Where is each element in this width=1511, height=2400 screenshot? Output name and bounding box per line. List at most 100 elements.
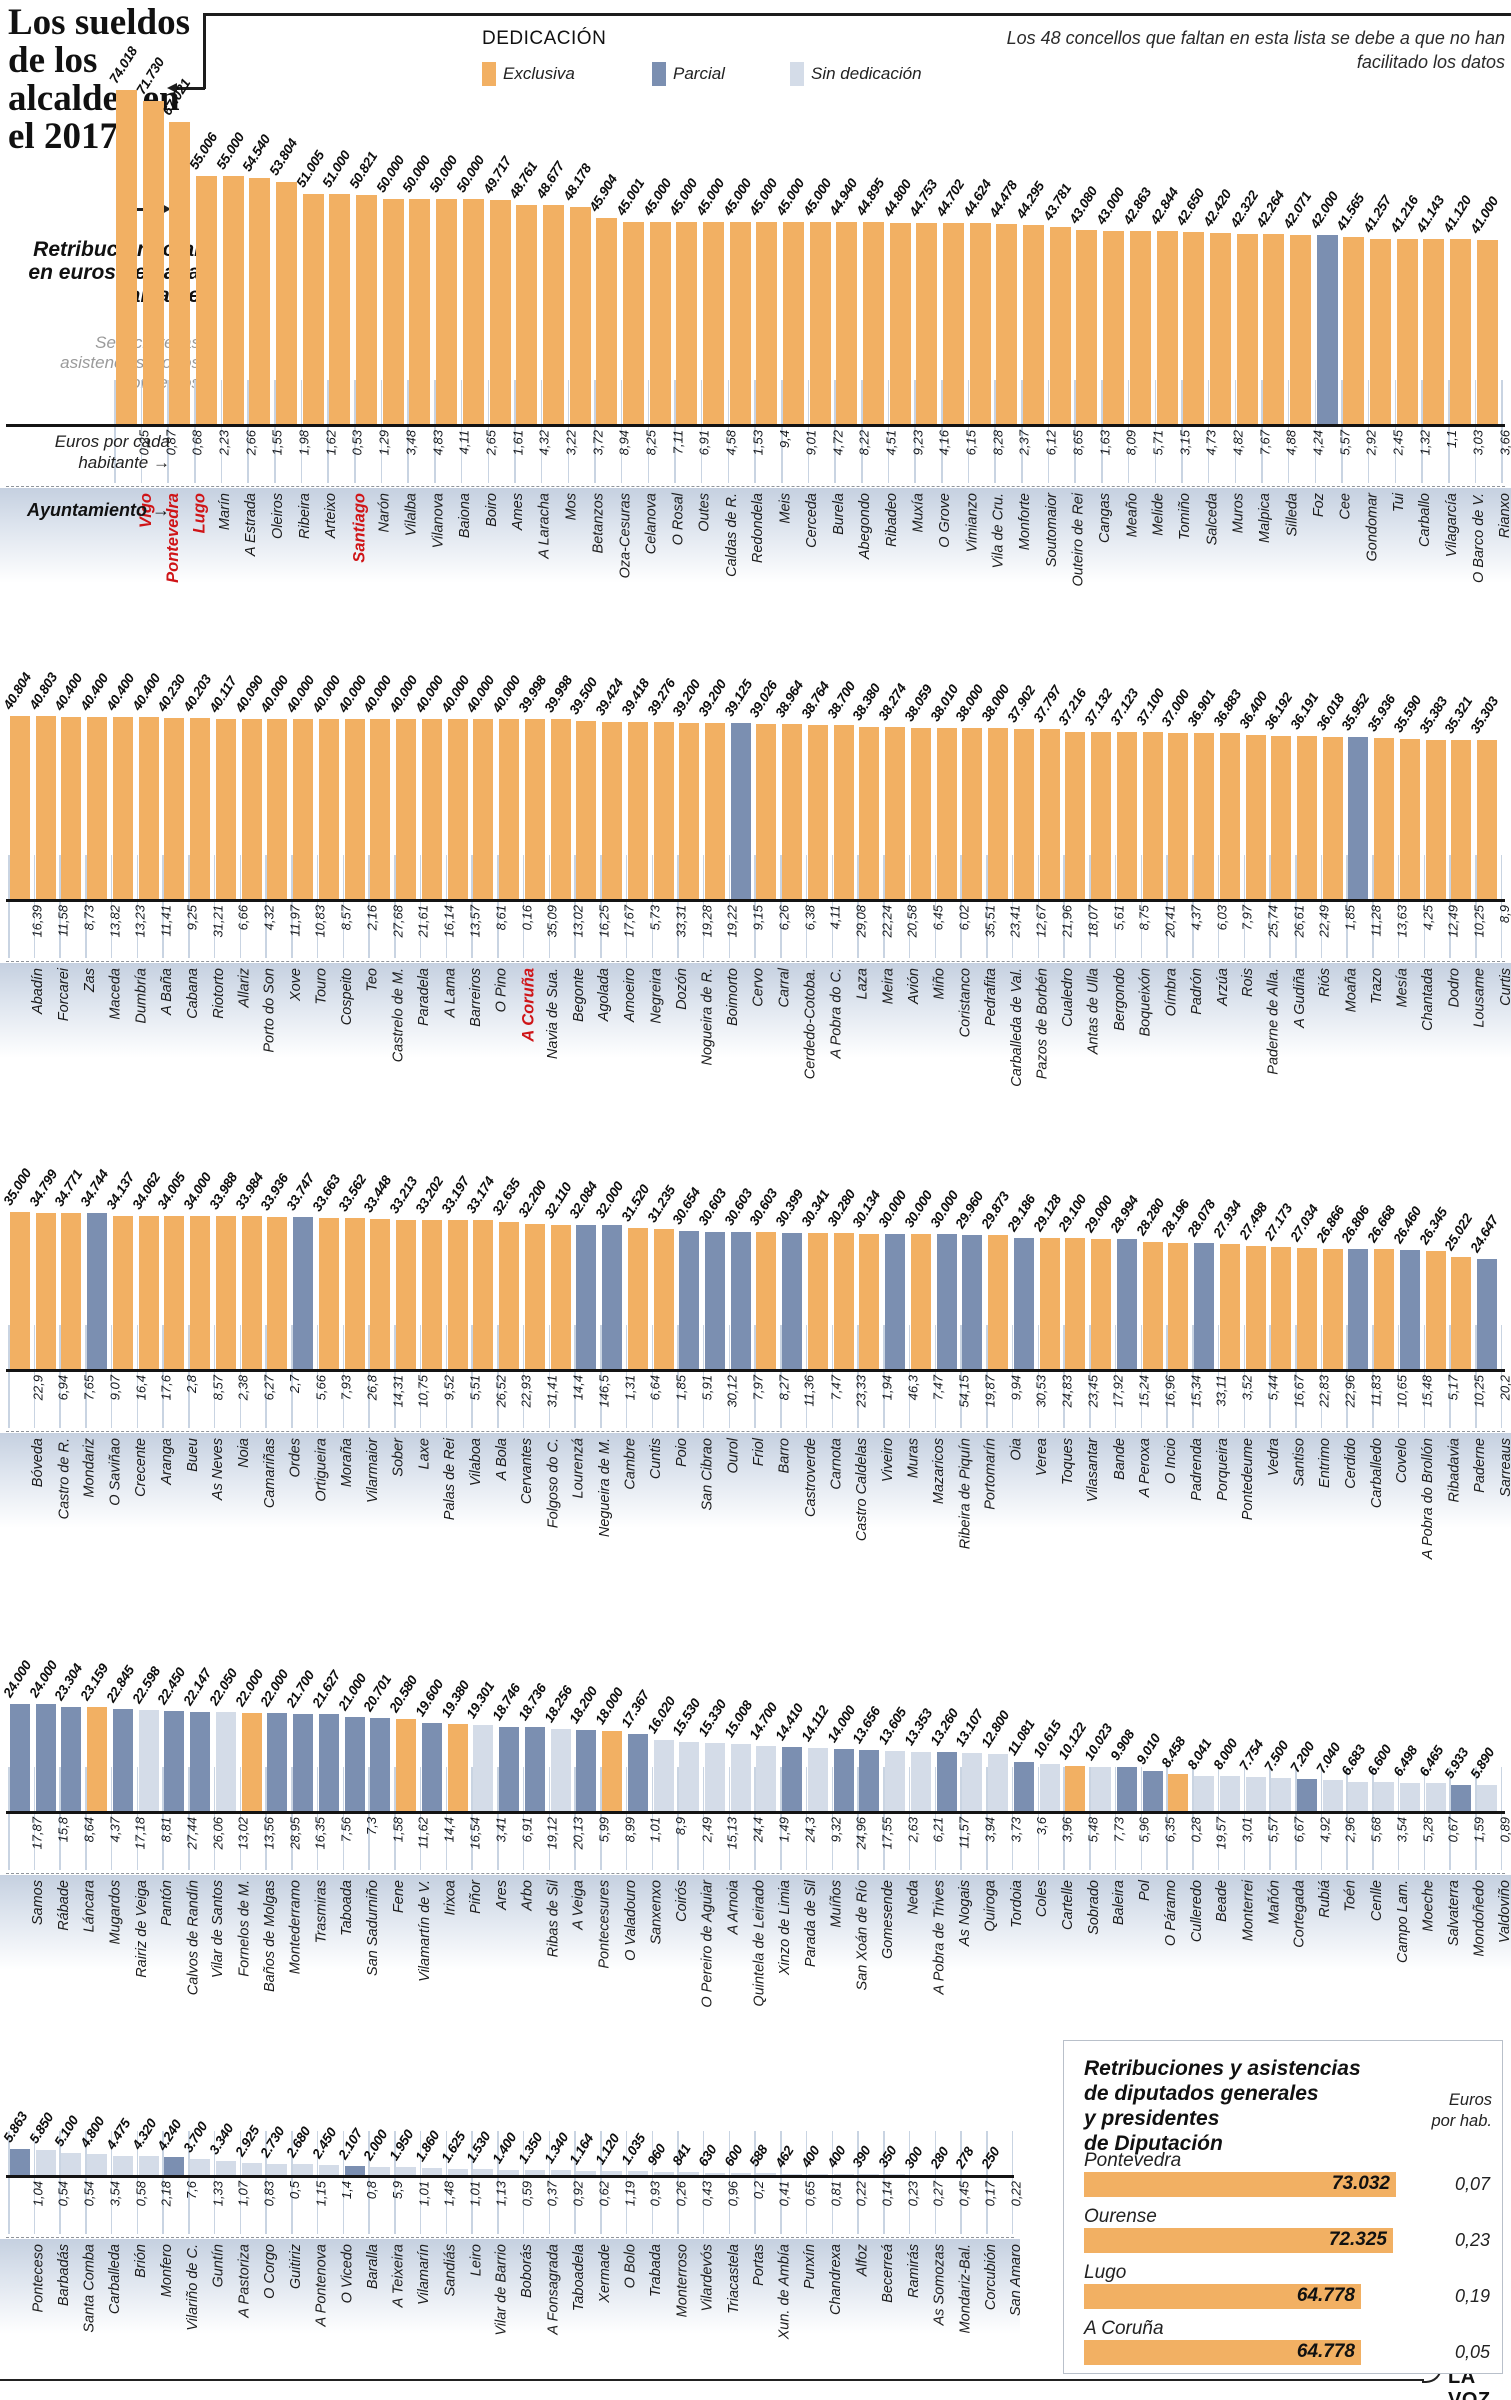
concello-label: Lourenzá <box>551 1438 587 1588</box>
bar <box>222 176 244 425</box>
swatch-exclusiva-icon <box>482 62 496 86</box>
bar-value-text: 2.450 <box>309 2125 340 2161</box>
concello-label: Cuntis <box>628 1438 664 1588</box>
euros-per-hab-label: 0,83 <box>242 2181 277 2237</box>
concello-label: Meaño <box>1103 493 1140 643</box>
column-separator <box>702 1325 705 1428</box>
bar <box>1343 237 1365 425</box>
bar-value-label: 13.605 <box>875 1705 909 1747</box>
bar <box>473 719 494 900</box>
column-separator <box>1140 1767 1143 1870</box>
diputacion-bar: 73.032 <box>1084 2172 1396 2197</box>
column-separator <box>1320 1767 1323 1870</box>
bar-value-label: 34.799 <box>26 1167 60 1209</box>
column-separator <box>1314 380 1317 483</box>
bar-value-label: 22.000 <box>232 1667 266 1709</box>
column-separator <box>497 1325 499 1428</box>
concello-label: A Baña <box>139 968 175 1118</box>
euros-per-hab-label: 4,11 <box>808 905 843 961</box>
bar <box>190 1711 211 1812</box>
bar <box>499 1727 520 1812</box>
column-separator <box>1269 855 1271 958</box>
bar-value-label: 36.883 <box>1210 687 1244 729</box>
bar-value-label: 74.018 <box>106 44 140 86</box>
euros-per-hab-label: 8,65 <box>1050 430 1085 486</box>
concello-label: Verea <box>1014 1438 1050 1588</box>
bar <box>396 719 417 900</box>
concello-label: Parada de Sil <box>782 1880 819 2030</box>
bar-value-label: 2.000 <box>361 2127 391 2163</box>
euros-per-hab-label: 11,36 <box>782 1375 817 1431</box>
concello-label: Bóveda <box>10 1438 46 1588</box>
bar-value-label: 40.803 <box>26 670 60 712</box>
bar-value-label: 9.908 <box>1107 1727 1137 1763</box>
concello-label: Carral <box>756 968 793 1118</box>
column-separator <box>986 855 988 958</box>
column-separator <box>368 1767 370 1870</box>
bar <box>602 721 623 900</box>
concello-label: Becerreá <box>859 2244 896 2394</box>
bar-value-label: 31.235 <box>644 1183 678 1225</box>
column-separator <box>1101 380 1103 483</box>
bar <box>988 728 1009 900</box>
euros-per-hab-label: 0,23 <box>885 2181 920 2237</box>
bar <box>447 2168 468 2176</box>
concello-label: Corcubión <box>962 2244 999 2394</box>
concello-label: Riós <box>1297 968 1333 1118</box>
bar <box>1156 231 1178 425</box>
concello-label: Pontedeume <box>1220 1438 1256 1588</box>
bar-value-label: 34.744 <box>77 1167 111 1209</box>
bar <box>576 2170 597 2176</box>
bar <box>1348 737 1369 900</box>
column-separator <box>908 855 911 958</box>
column-separator <box>986 2131 988 2234</box>
bar-value-label: 44.624 <box>960 177 994 219</box>
bar <box>1194 1775 1215 1812</box>
bar-value-label: 40.000 <box>258 673 292 715</box>
column-separator <box>1037 855 1040 958</box>
column-separator <box>625 1767 628 1870</box>
bar-value-label: 30.603 <box>747 1186 781 1228</box>
bar <box>1348 1248 1369 1370</box>
concello-label: Dozón <box>654 968 690 1118</box>
euros-per-hab-label: 10,25 <box>1451 905 1486 961</box>
column-separator <box>445 855 448 958</box>
diputacion-panel-title: Retribuciones y asistencias de diputados … <box>1084 2057 1361 2155</box>
bar <box>447 1219 468 1370</box>
euros-per-hab-label: 8,25 <box>623 430 658 486</box>
bar <box>409 199 431 425</box>
bar <box>756 2173 777 2176</box>
euros-per-hab-label: 2,65 <box>463 430 498 486</box>
bar <box>1297 1247 1317 1370</box>
column-separator <box>883 1325 885 1428</box>
euros-per-hab-label: 4,32 <box>242 905 277 961</box>
bar-value-label: 33.562 <box>335 1172 369 1214</box>
euros-per-hab-label: 22,9 <box>10 1375 45 1431</box>
euros-per-hab-label: 27,44 <box>164 1817 199 1873</box>
bar-value-label: 41.257 <box>1360 193 1394 235</box>
bar-value-label: 33.988 <box>206 1170 240 1212</box>
column-separator <box>8 1767 10 1870</box>
bar <box>1316 235 1338 425</box>
bar-value-label: 29.186 <box>1004 1192 1038 1234</box>
column-separator <box>33 1767 36 1870</box>
bar <box>1374 1249 1395 1370</box>
diputacion-bar: 64.778 <box>1084 2340 1361 2365</box>
euros-per-hab-label: 8,61 <box>473 905 508 961</box>
column-separator <box>960 2131 962 2234</box>
euros-per-hab-label: 1,49 <box>756 1817 791 1873</box>
bar-value-label: 43.000 <box>1093 185 1127 227</box>
euros-per-hab-label: 8,99 <box>602 1817 637 1873</box>
bar-value-label: 13.260 <box>927 1706 961 1748</box>
bar-value-label: 48.178 <box>560 161 594 203</box>
column-separator <box>213 855 216 958</box>
concello-label: Touro <box>293 968 330 1118</box>
concello-label: Dumbría <box>113 968 149 1118</box>
column-separator <box>394 1767 396 1870</box>
bar-value-label: 4.475 <box>103 2116 133 2152</box>
concello-label: Xun. de Ambía <box>756 2244 793 2394</box>
column-separator <box>487 380 490 483</box>
bar-value-label: 27.034 <box>1287 1202 1321 1244</box>
concello-label: Cervo <box>731 968 767 1118</box>
bar-value-label: 39.276 <box>644 677 678 719</box>
